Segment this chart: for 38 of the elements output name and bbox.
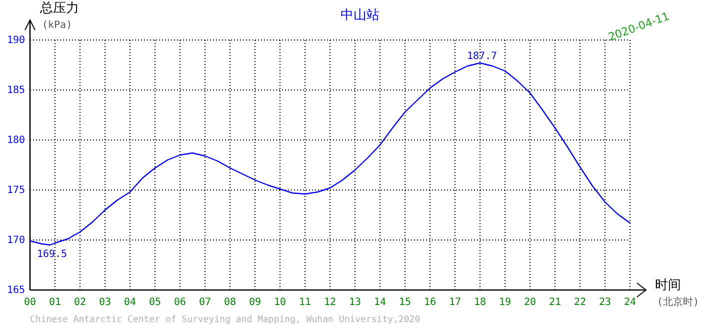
x-tick-label: 12: [324, 297, 336, 308]
x-tick-label: 18: [474, 297, 486, 308]
x-tick-label: 15: [398, 297, 412, 308]
y-tick-label: 165: [6, 285, 25, 296]
x-tick-label: 07: [198, 297, 212, 308]
x-axis-title: 时间 (北京时): [655, 278, 700, 308]
x-tick-label: 06: [174, 297, 186, 308]
x-tick-label: 09: [248, 297, 262, 308]
x-tick-label: 17: [448, 297, 462, 308]
line-series: [29, 62, 631, 246]
x-tick-label: 21: [548, 297, 562, 308]
y-tick-label: 175: [6, 185, 25, 196]
annotation: 187.7: [466, 51, 498, 62]
x-tick-label: 02: [74, 297, 86, 308]
x-tick-label: 16: [424, 297, 436, 308]
x-tick-label: 01: [48, 297, 62, 308]
x-tick-label: 00: [24, 297, 36, 308]
x-tick-label: 24: [624, 297, 636, 308]
x-tick-label: 19: [498, 297, 512, 308]
y-axis-title: 总压力 (kPa): [39, 1, 79, 31]
y-tick-label: 170: [6, 235, 25, 246]
text: Chinese Antarctic Center of Surveying and Mapping, Wuhan University,2020: [30, 315, 420, 325]
y-tick-label: 190: [6, 35, 25, 46]
annotation: 169.5: [36, 249, 68, 260]
y-tick-label: 185: [6, 85, 25, 96]
x-tick-label: 14: [374, 297, 386, 308]
x-tick-label: 08: [224, 297, 236, 308]
x-tick-label: 22: [574, 297, 586, 308]
x-tick-label: 20: [524, 297, 536, 308]
x-tick-label: 04: [124, 297, 136, 308]
chart-title: 中山站: [340, 8, 380, 23]
x-tick-label: 03: [98, 297, 112, 308]
y-tick-label: 180: [6, 135, 25, 146]
x-tick-label: 11: [298, 297, 312, 308]
x-tick-label: 13: [348, 297, 362, 308]
x-tick-label: 23: [598, 297, 612, 308]
x-tick-label: 05: [148, 297, 162, 308]
x-tick-label: 10: [274, 297, 286, 308]
